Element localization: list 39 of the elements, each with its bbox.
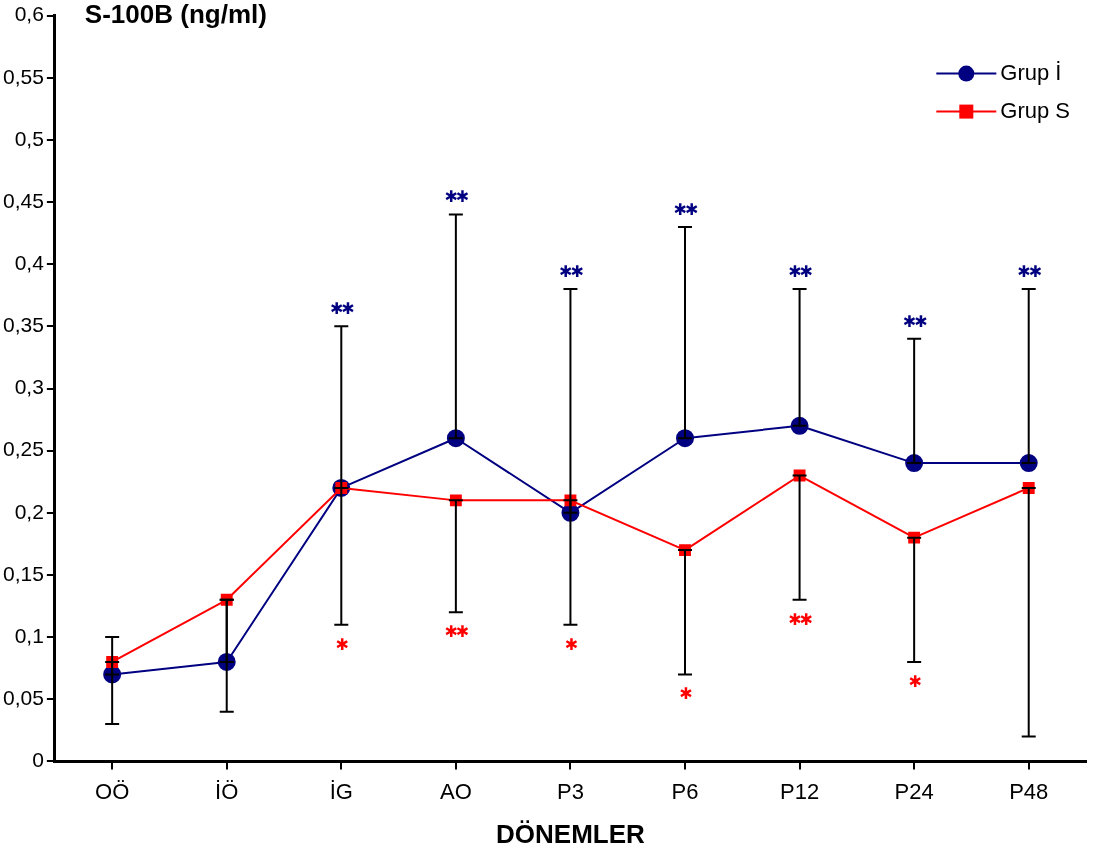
y-tick-label: 0,35 — [3, 313, 44, 337]
y-tick-label: 0,15 — [3, 561, 44, 585]
y-tick-label: 0,05 — [3, 686, 44, 710]
y-tick-label: 0 — [32, 748, 44, 772]
y-tick-label: 0,1 — [14, 623, 44, 647]
y-tick-label: 0,45 — [3, 188, 44, 212]
y-tick-label: 0,4 — [14, 251, 45, 274]
x-axis-title: DÖNEMLER — [496, 818, 646, 849]
x-tick-label: AO — [439, 778, 472, 804]
annotation: ✱ — [908, 671, 920, 691]
annotation: ✱✱ — [788, 262, 811, 282]
x-tick-label: İG — [329, 778, 353, 804]
y-tick-label: 0,5 — [14, 126, 44, 150]
x-tick-label: P24 — [894, 778, 934, 804]
x-tick-label: P12 — [780, 778, 820, 804]
y-tick-label: 0,2 — [14, 499, 44, 523]
y-tick-label: 0,6 — [14, 2, 44, 26]
x-tick-label: P6 — [671, 778, 699, 804]
legend-label: Grup İ — [1000, 59, 1062, 85]
x-tick-label: P3 — [556, 778, 584, 804]
x-tick-label: OÖ — [95, 778, 130, 804]
annotation: ✱✱ — [1017, 262, 1041, 282]
chart-title: S-100B (ng/ml) — [84, 0, 267, 29]
y-tick-label: 0,25 — [3, 437, 44, 461]
annotation: ✱✱ — [559, 262, 582, 282]
x-tick-label: İÖ — [215, 778, 239, 804]
legend-label: Grup S — [1000, 97, 1071, 123]
annotation: ✱✱ — [444, 187, 468, 207]
y-tick-label: 0,55 — [3, 64, 44, 88]
y-tick-label: 0,3 — [14, 375, 44, 399]
annotation: ✱ — [564, 634, 577, 654]
annotation: ✱✱ — [788, 609, 811, 629]
annotation: ✱ — [335, 634, 347, 654]
annotation: ✱✱ — [673, 199, 697, 219]
annotation: ✱✱ — [444, 622, 468, 642]
annotation: ✱✱ — [329, 299, 353, 319]
annotation: ✱✱ — [902, 311, 926, 331]
annotation: ✱ — [679, 684, 691, 704]
x-tick-label: P48 — [1009, 778, 1049, 804]
